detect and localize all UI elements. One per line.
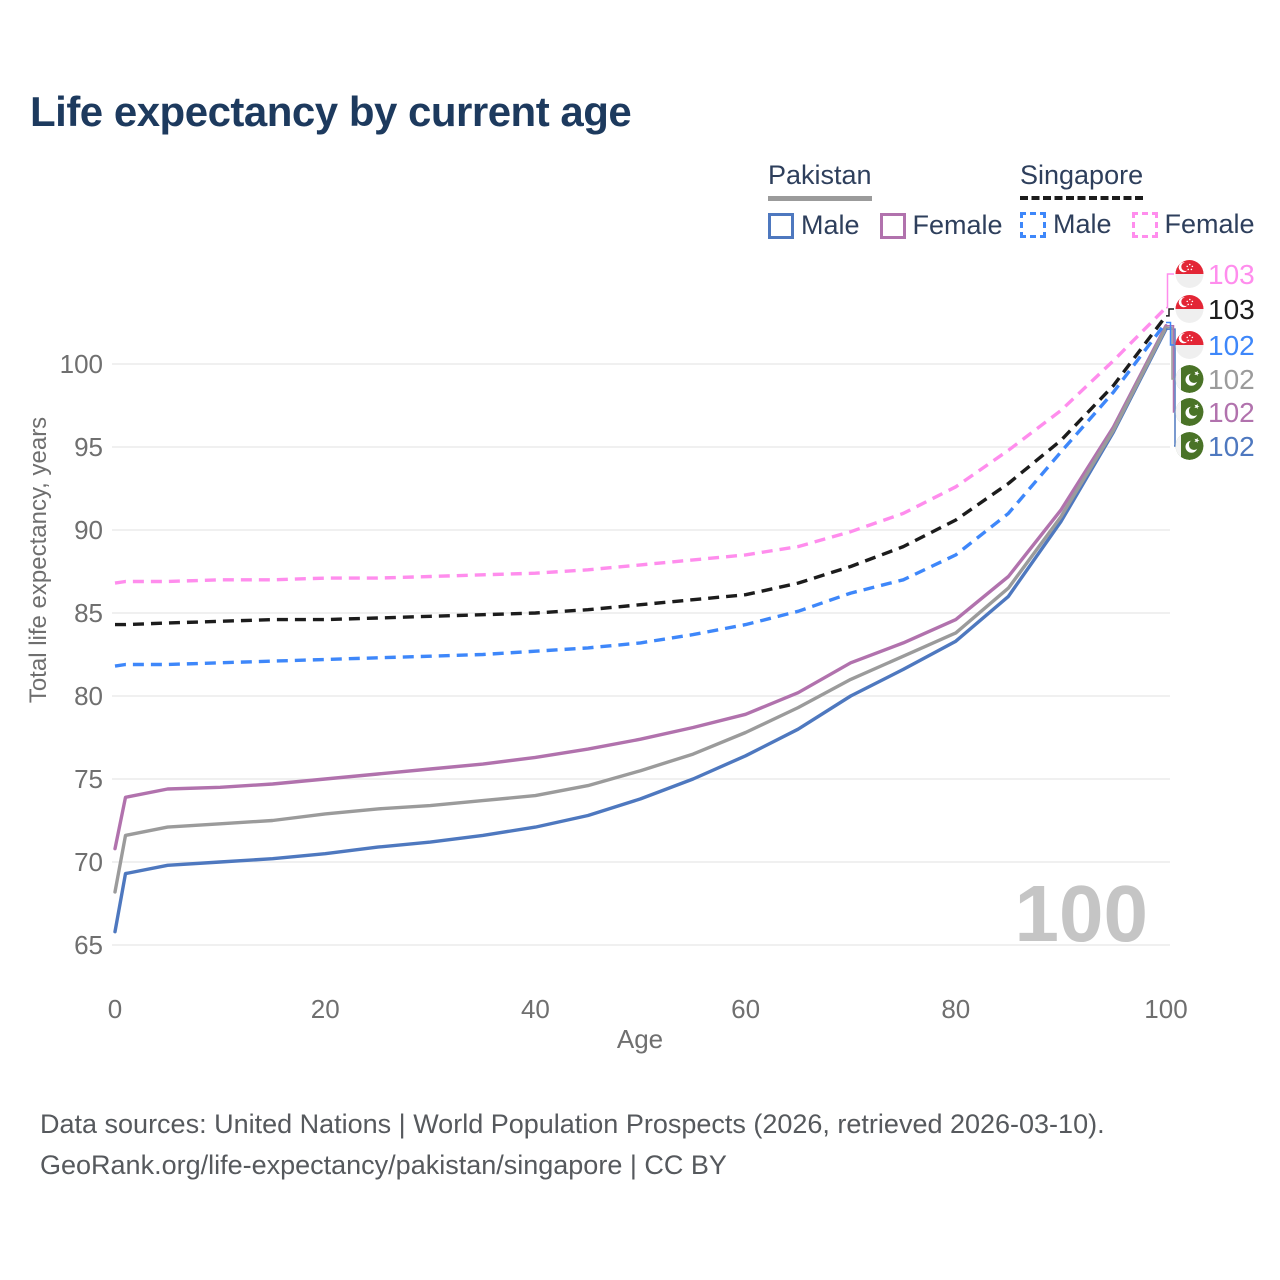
legend-item-singapore-male[interactable]: Male — [1020, 209, 1112, 240]
legend-item-label: Female — [1164, 209, 1255, 239]
series-line-pakistan-both[interactable] — [113, 325, 1168, 894]
singapore-female-swatch-icon — [1131, 211, 1158, 238]
y-tick-label: 100 — [60, 349, 103, 379]
footer-source-line: Data sources: United Nations | World Pop… — [40, 1109, 1105, 1139]
pakistan-flag-icon[interactable] — [1175, 365, 1204, 393]
y-tick-label: 80 — [74, 681, 103, 711]
legend-group-pakistan: Pakistan Male Female — [768, 160, 1023, 241]
x-tick-label: 20 — [311, 994, 340, 1024]
end-value-label-pakistan-female[interactable]: 102 — [1208, 397, 1255, 428]
tick-layer: 65 70 75 80 85 90 95 100 0 20 40 60 80 100 — [60, 349, 1188, 1024]
end-connector-singapore-both — [1166, 308, 1174, 317]
singapore-flag-icon[interactable] — [1175, 331, 1204, 359]
x-tick-label: 60 — [731, 994, 760, 1024]
legend-item-label: Male — [801, 210, 860, 240]
end-connector-singapore-male — [1166, 321, 1174, 346]
series-line-singapore-both[interactable] — [115, 314, 1168, 627]
legend-group-singapore: Singapore Male Female — [1020, 160, 1275, 240]
x-axis-title: Age — [617, 1024, 663, 1054]
legend-country-pakistan[interactable]: Pakistan — [768, 160, 872, 201]
legend-items-singapore: Male Female — [1020, 209, 1275, 240]
y-tick-label: 90 — [74, 515, 103, 545]
end-value-label-singapore-male[interactable]: 102 — [1208, 330, 1255, 361]
series-layer — [113, 306, 1168, 934]
legend-country-singapore[interactable]: Singapore — [1020, 160, 1144, 200]
singapore-flag-icon[interactable] — [1175, 295, 1204, 323]
legend-item-label: Female — [912, 210, 1003, 240]
x-tick-label: 0 — [108, 994, 122, 1024]
x-tick-label: 40 — [521, 994, 550, 1024]
end-value-label-pakistan-both[interactable]: 102 — [1208, 364, 1255, 395]
end-value-label-singapore-female[interactable]: 103 — [1208, 259, 1255, 290]
grid-layer — [112, 363, 1170, 946]
pakistan-flag-icon[interactable] — [1175, 398, 1204, 426]
y-tick-label: 85 — [74, 598, 103, 628]
legend-item-singapore-female[interactable]: Female — [1131, 209, 1255, 240]
y-axis-title: Total life expectancy, years — [25, 417, 52, 703]
series-line-singapore-male[interactable] — [114, 321, 1168, 668]
legend-item-pakistan-female[interactable]: Female — [879, 210, 1003, 241]
end-connector-singapore-female — [1166, 273, 1174, 309]
series-line-pakistan-male[interactable] — [113, 327, 1168, 934]
footer-url-line: GeoRank.org/life-expectancy/pakistan/sin… — [40, 1150, 727, 1180]
end-value-label-pakistan-male[interactable]: 102 — [1208, 431, 1255, 462]
series-line-pakistan-female[interactable] — [113, 324, 1168, 851]
legend-items-pakistan: Male Female — [768, 210, 1023, 241]
pakistan-female-swatch-icon — [879, 212, 906, 239]
series-line-singapore-female[interactable] — [114, 306, 1168, 585]
singapore-male-swatch-icon — [1020, 211, 1046, 238]
footer: Data sources: United Nations | World Pop… — [40, 1104, 1105, 1186]
x-tick-label: 80 — [941, 994, 970, 1024]
y-tick-label: 65 — [74, 930, 103, 960]
y-tick-label: 95 — [74, 432, 103, 462]
end-connector-pakistan-both — [1166, 326, 1174, 380]
singapore-flag-icon[interactable] — [1175, 260, 1204, 288]
legend-item-label: Male — [1053, 209, 1112, 239]
page-title: Life expectancy by current age — [30, 88, 632, 135]
x-tick-label: 100 — [1144, 994, 1187, 1024]
y-tick-label: 75 — [74, 764, 103, 794]
legend-item-pakistan-male[interactable]: Male — [768, 210, 860, 241]
pakistan-male-swatch-icon — [768, 212, 794, 239]
pakistan-flag-icon[interactable] — [1175, 432, 1204, 460]
end-value-label-singapore-both[interactable]: 103 — [1208, 294, 1255, 325]
y-tick-label: 70 — [74, 847, 103, 877]
watermark-age: 100 — [1015, 869, 1148, 958]
